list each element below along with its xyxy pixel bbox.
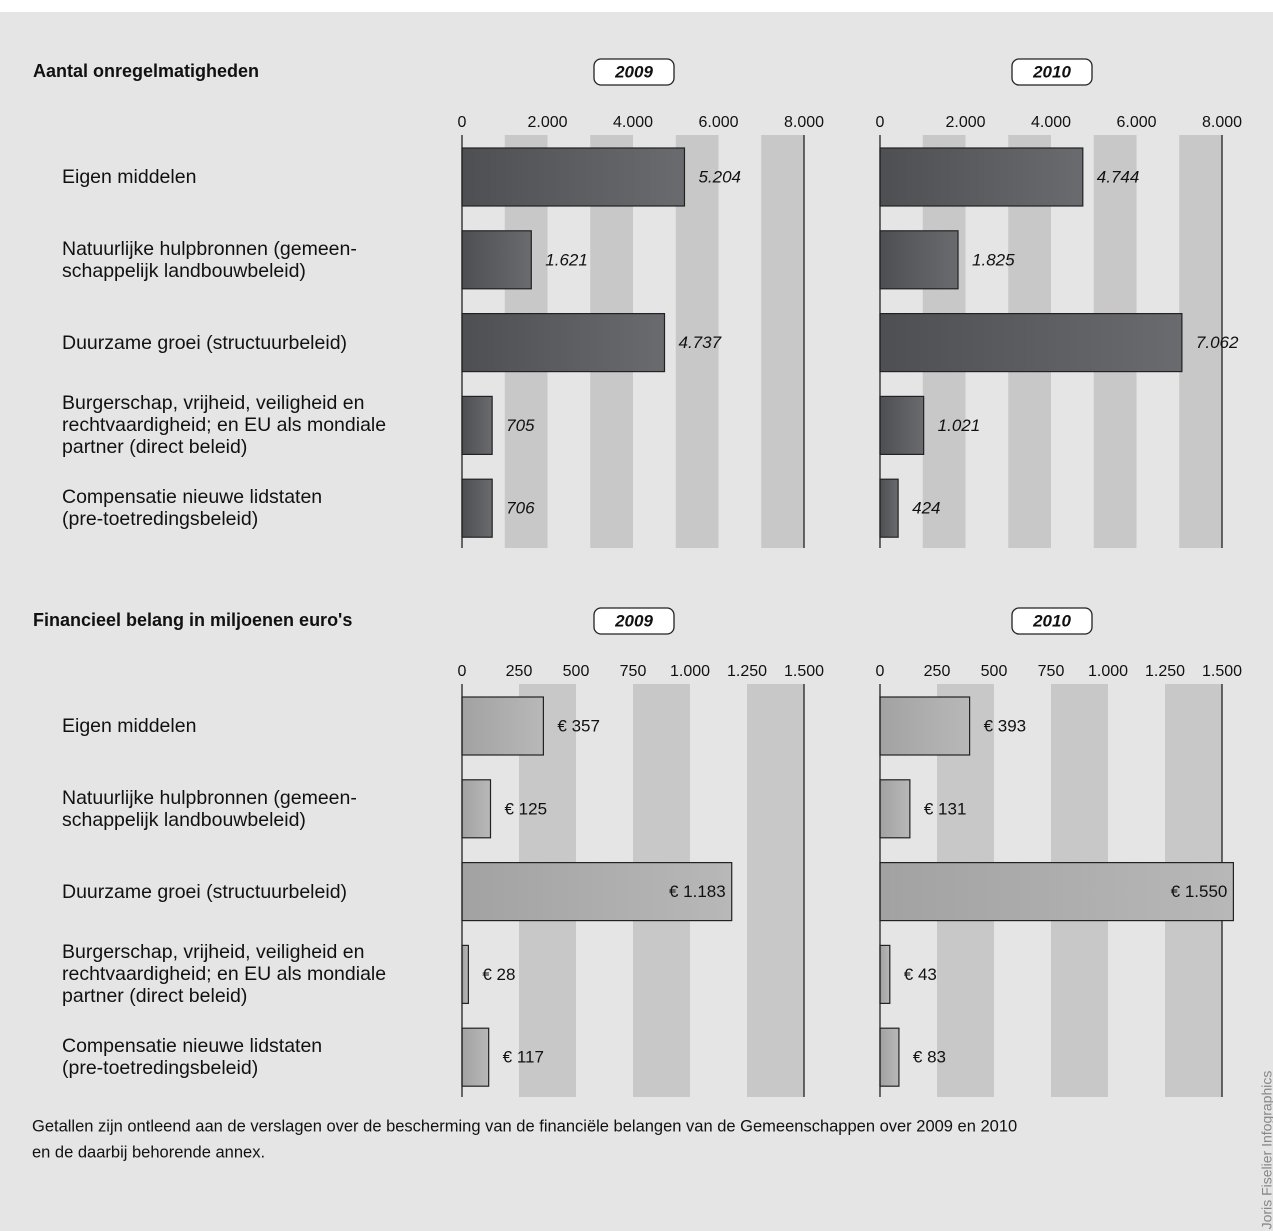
- x-tick-label: 8.000: [784, 114, 824, 131]
- legend-label: 2009: [614, 62, 653, 81]
- value-label: € 117: [503, 1048, 544, 1067]
- x-tick-label: 6.000: [698, 114, 738, 131]
- x-tick-label: 6.000: [1116, 114, 1156, 131]
- x-tick-label: 2.000: [527, 114, 567, 131]
- bar: [879, 779, 911, 839]
- value-label: 5.204: [698, 167, 741, 186]
- x-tick-label: 250: [506, 663, 533, 680]
- value-label: 424: [912, 499, 940, 518]
- value-label: € 125: [505, 799, 548, 818]
- credit: Joris Fiselier Infographics: [1259, 1071, 1273, 1230]
- value-label: 7.062: [1196, 333, 1239, 352]
- value-label: 1.825: [972, 250, 1015, 269]
- category-label: Compensatie nieuwe lidstaten (pre-toetre…: [62, 1035, 323, 1080]
- section-title: Financieel belang in miljoenen euro's: [33, 610, 352, 630]
- bar: [461, 147, 686, 207]
- section-title: Aantal onregelmatigheden: [33, 61, 259, 81]
- category-label: Duurzame groei (structuurbeleid): [62, 880, 348, 903]
- bar: [461, 230, 532, 290]
- legend-label: 2010: [1032, 611, 1071, 630]
- value-label: 1.621: [545, 250, 588, 269]
- category-label: Eigen middelen: [62, 715, 197, 737]
- legend-label: 2009: [614, 611, 653, 630]
- legend-box: [1011, 607, 1093, 635]
- x-tick-label: 1.500: [1202, 663, 1242, 680]
- x-tick-label: 1.000: [1088, 663, 1128, 680]
- value-label: 706: [506, 499, 535, 518]
- bar: [461, 696, 544, 756]
- bar: [461, 478, 493, 538]
- bar: [879, 313, 1183, 373]
- value-label: 4.737: [679, 333, 722, 352]
- value-label: € 43: [904, 965, 937, 984]
- bar: [461, 1027, 490, 1087]
- bar: [461, 779, 492, 839]
- x-tick-label: 1.500: [784, 663, 824, 680]
- category-label: Eigen middelen: [62, 166, 197, 188]
- legend-box: [593, 58, 675, 86]
- bar: [879, 230, 959, 290]
- bar: [461, 313, 666, 373]
- bar: [879, 1027, 900, 1087]
- x-tick-label: 0: [458, 663, 467, 680]
- x-tick-label: 1.250: [1145, 663, 1185, 680]
- footnote: Getallen zijn ontleend aan de verslagen …: [32, 1117, 1017, 1135]
- x-tick-label: 500: [981, 663, 1008, 680]
- value-label: 1.021: [938, 416, 981, 435]
- x-tick-label: 2.000: [945, 114, 985, 131]
- grid-band: [761, 135, 804, 548]
- value-label: € 28: [482, 965, 515, 984]
- category-label: Natuurlijke hulpbronnen (gemeen- schappe…: [62, 786, 357, 831]
- legend-box: [1011, 58, 1093, 86]
- category-label: Burgerschap, vrijheid, veiligheid en rec…: [62, 392, 387, 459]
- category-label: Duurzame groei (structuurbeleid): [62, 331, 348, 354]
- x-tick-label: 0: [876, 663, 885, 680]
- value-label: € 131: [924, 799, 967, 818]
- bar: [879, 944, 891, 1005]
- value-label: € 1.550: [1171, 882, 1228, 901]
- bar: [879, 478, 899, 538]
- x-tick-label: 1.250: [727, 663, 767, 680]
- grid-band: [1179, 135, 1222, 548]
- bar: [461, 944, 469, 1005]
- legend-label: 2010: [1032, 62, 1071, 81]
- x-tick-label: 1.000: [670, 663, 710, 680]
- category-label: Burgerschap, vrijheid, veiligheid en rec…: [62, 941, 387, 1008]
- grid-band: [747, 684, 804, 1097]
- value-label: € 1.183: [669, 882, 726, 901]
- x-tick-label: 500: [563, 663, 590, 680]
- x-tick-label: 250: [924, 663, 951, 680]
- bar: [879, 147, 1084, 207]
- bar: [879, 395, 925, 455]
- value-label: 705: [506, 416, 535, 435]
- value-label: € 357: [557, 716, 600, 735]
- legend-box: [593, 607, 675, 635]
- bar: [461, 395, 493, 455]
- value-label: 4.744: [1097, 167, 1140, 186]
- footnote: en de daarbij behorende annex.: [32, 1143, 265, 1161]
- value-label: € 83: [913, 1048, 946, 1067]
- x-tick-label: 750: [1038, 663, 1065, 680]
- x-tick-label: 4.000: [1031, 114, 1071, 131]
- bar: [879, 696, 971, 756]
- x-tick-label: 8.000: [1202, 114, 1242, 131]
- x-tick-label: 750: [620, 663, 647, 680]
- x-tick-label: 4.000: [613, 114, 653, 131]
- value-label: € 393: [984, 716, 1027, 735]
- x-tick-label: 0: [458, 114, 467, 131]
- category-label: Natuurlijke hulpbronnen (gemeen- schappe…: [62, 237, 357, 282]
- category-label: Compensatie nieuwe lidstaten (pre-toetre…: [62, 486, 323, 531]
- x-tick-label: 0: [876, 114, 885, 131]
